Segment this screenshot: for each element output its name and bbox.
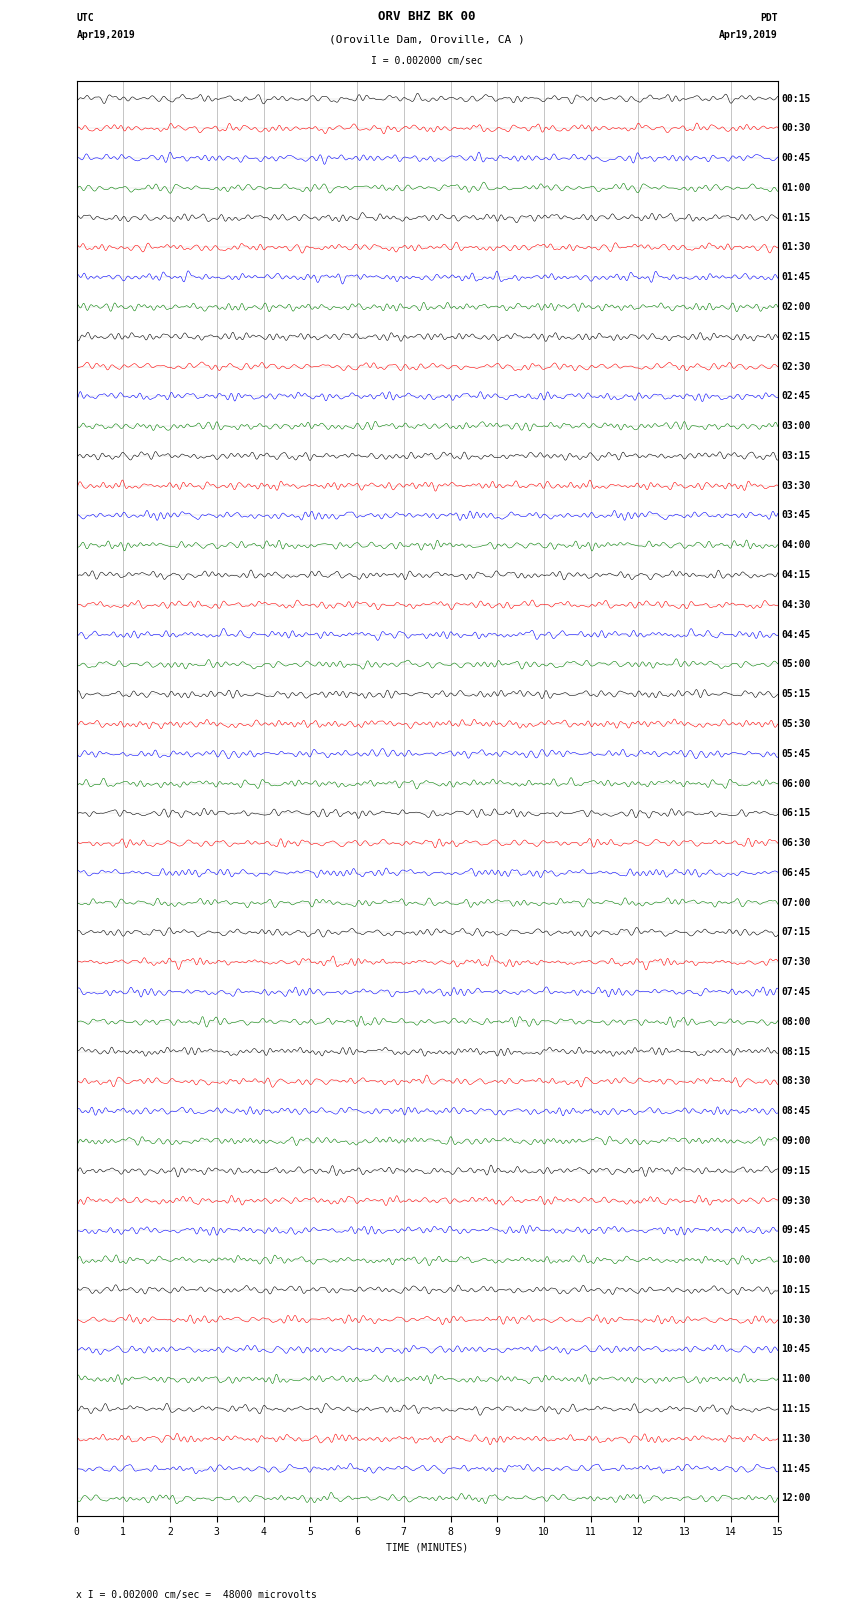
Text: 03:15: 03:15 xyxy=(781,452,811,461)
Text: 03:45: 03:45 xyxy=(781,510,811,521)
Text: 07:00: 07:00 xyxy=(781,898,811,908)
Text: 10:00: 10:00 xyxy=(781,1255,811,1265)
Text: 08:30: 08:30 xyxy=(781,1076,811,1087)
Text: 00:15: 00:15 xyxy=(781,94,811,103)
Text: 03:00: 03:00 xyxy=(781,421,811,431)
Text: 09:00: 09:00 xyxy=(781,1136,811,1145)
Text: 01:30: 01:30 xyxy=(781,242,811,253)
Text: 11:45: 11:45 xyxy=(781,1463,811,1474)
Text: (Oroville Dam, Oroville, CA ): (Oroville Dam, Oroville, CA ) xyxy=(329,35,525,45)
Text: 02:30: 02:30 xyxy=(781,361,811,371)
Text: 08:45: 08:45 xyxy=(781,1107,811,1116)
Text: ORV BHZ BK 00: ORV BHZ BK 00 xyxy=(378,10,476,23)
Text: PDT: PDT xyxy=(760,13,778,23)
Text: 09:15: 09:15 xyxy=(781,1166,811,1176)
Text: 08:15: 08:15 xyxy=(781,1047,811,1057)
Text: 06:00: 06:00 xyxy=(781,779,811,789)
Text: 07:45: 07:45 xyxy=(781,987,811,997)
Text: 10:45: 10:45 xyxy=(781,1344,811,1355)
Text: 12:00: 12:00 xyxy=(781,1494,811,1503)
Text: 00:45: 00:45 xyxy=(781,153,811,163)
Text: 07:15: 07:15 xyxy=(781,927,811,937)
Text: 01:15: 01:15 xyxy=(781,213,811,223)
Text: 11:00: 11:00 xyxy=(781,1374,811,1384)
Text: 11:15: 11:15 xyxy=(781,1403,811,1415)
Text: 10:30: 10:30 xyxy=(781,1315,811,1324)
Text: 04:15: 04:15 xyxy=(781,569,811,581)
Text: 01:45: 01:45 xyxy=(781,273,811,282)
Text: 10:15: 10:15 xyxy=(781,1286,811,1295)
Text: 11:30: 11:30 xyxy=(781,1434,811,1444)
Text: 03:30: 03:30 xyxy=(781,481,811,490)
Text: 09:30: 09:30 xyxy=(781,1195,811,1205)
Text: Apr19,2019: Apr19,2019 xyxy=(76,31,135,40)
Text: 05:15: 05:15 xyxy=(781,689,811,698)
Text: 02:45: 02:45 xyxy=(781,392,811,402)
Text: 06:15: 06:15 xyxy=(781,808,811,818)
Text: 08:00: 08:00 xyxy=(781,1016,811,1027)
Text: 06:30: 06:30 xyxy=(781,839,811,848)
Text: 04:00: 04:00 xyxy=(781,540,811,550)
Text: 04:45: 04:45 xyxy=(781,629,811,640)
Text: UTC: UTC xyxy=(76,13,94,23)
Text: 05:45: 05:45 xyxy=(781,748,811,758)
Text: 09:45: 09:45 xyxy=(781,1226,811,1236)
Text: I = 0.002000 cm/sec: I = 0.002000 cm/sec xyxy=(371,56,483,66)
Text: 04:30: 04:30 xyxy=(781,600,811,610)
Text: 06:45: 06:45 xyxy=(781,868,811,877)
X-axis label: TIME (MINUTES): TIME (MINUTES) xyxy=(386,1542,468,1552)
Text: 07:30: 07:30 xyxy=(781,957,811,968)
Text: Apr19,2019: Apr19,2019 xyxy=(719,31,778,40)
Text: 01:00: 01:00 xyxy=(781,182,811,194)
Text: 05:30: 05:30 xyxy=(781,719,811,729)
Text: x I = 0.002000 cm/sec =  48000 microvolts: x I = 0.002000 cm/sec = 48000 microvolts xyxy=(76,1590,317,1600)
Text: 02:15: 02:15 xyxy=(781,332,811,342)
Text: 00:30: 00:30 xyxy=(781,123,811,134)
Text: 02:00: 02:00 xyxy=(781,302,811,311)
Text: 05:00: 05:00 xyxy=(781,660,811,669)
